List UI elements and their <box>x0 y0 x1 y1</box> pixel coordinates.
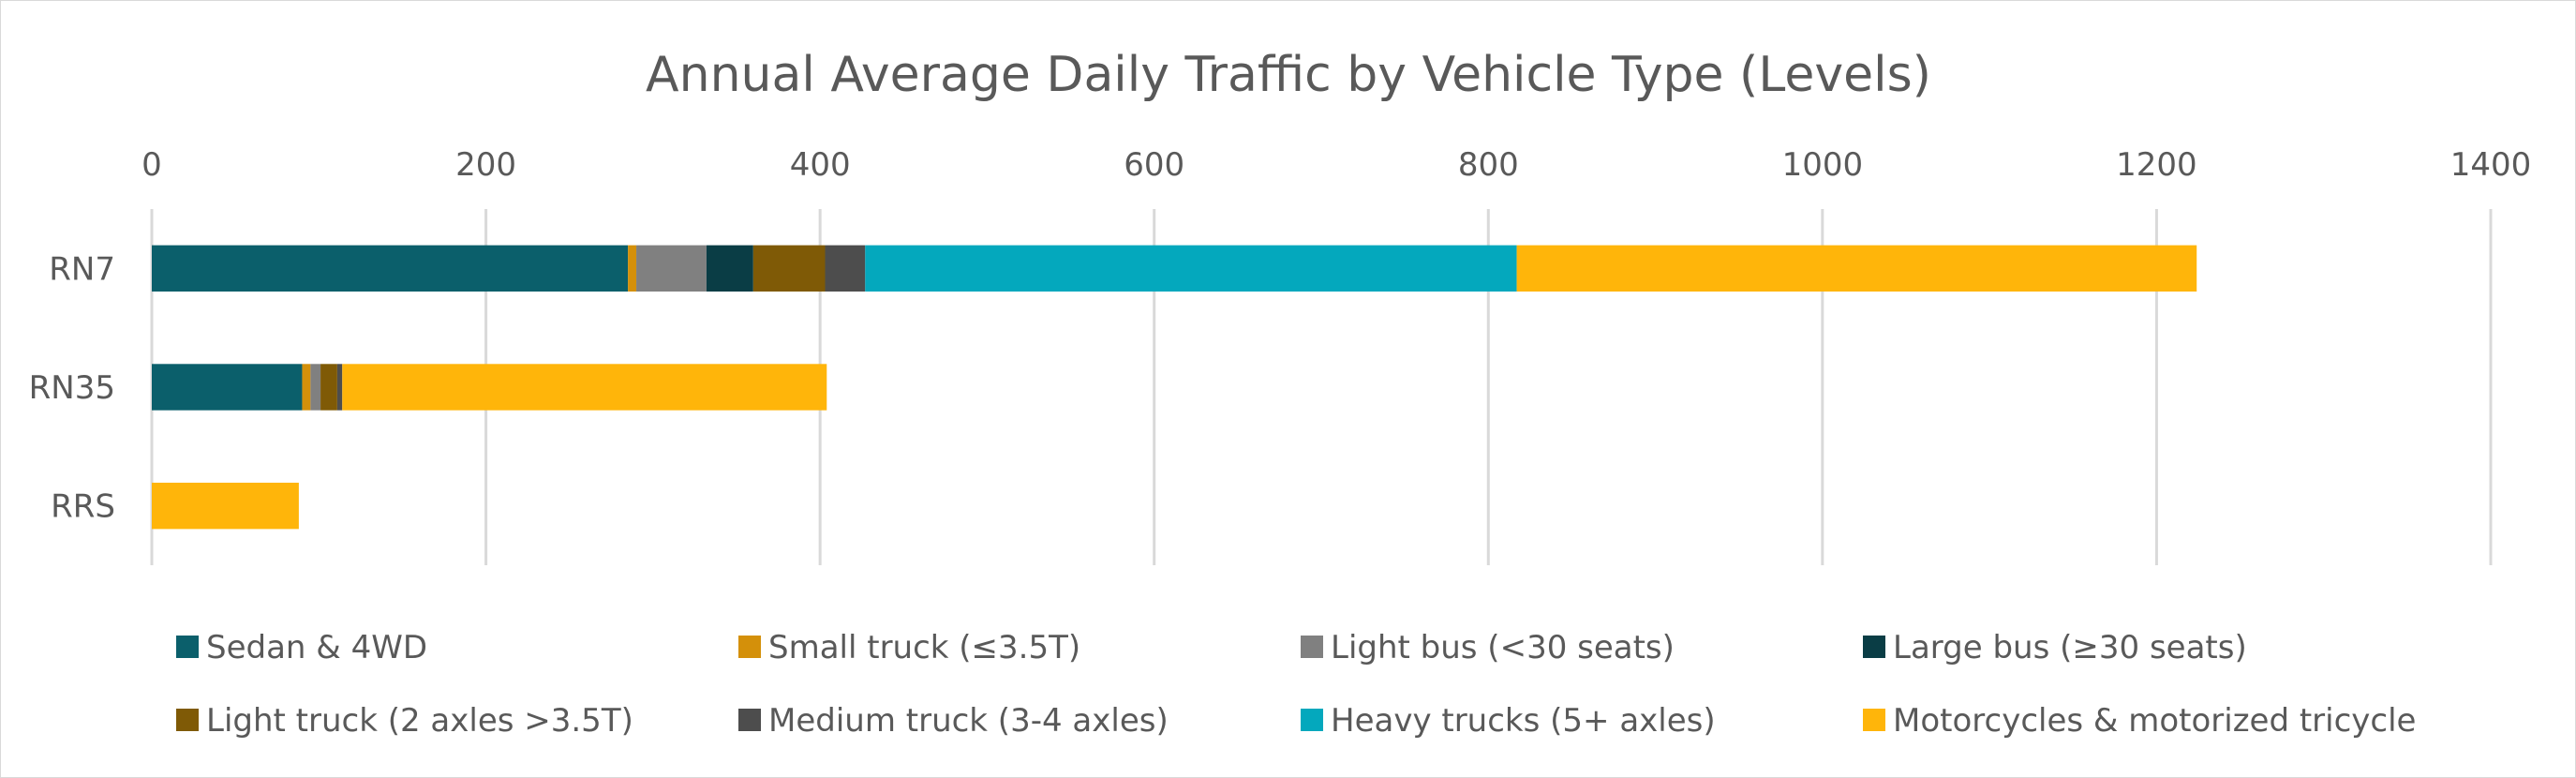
legend: Sedan & 4WD Small truck (≤3.5T) Light bus … <box>176 629 2416 740</box>
legend-label: Small truck (≤3.5T) <box>768 629 1080 666</box>
legend-swatch <box>738 636 761 658</box>
x-tick-label: 1000 <box>1782 146 1864 184</box>
legend-swatch <box>1863 709 1885 731</box>
bar-segment <box>628 245 637 292</box>
legend-label: Motorcycles & motorized tricycle <box>1893 702 2416 740</box>
legend-swatch <box>1301 709 1323 731</box>
bar-segment <box>152 245 629 292</box>
bar-segment <box>1516 245 2197 292</box>
bar-segment <box>310 364 321 411</box>
x-tick-label: 1400 <box>2450 146 2532 184</box>
bar-segment <box>152 364 303 411</box>
bar-segment <box>636 245 707 292</box>
legend-swatch <box>176 709 199 731</box>
bar-segment <box>825 245 866 292</box>
legend-label: Light truck (2 axles >3.5T) <box>206 702 633 740</box>
legend-swatch <box>176 636 199 658</box>
x-axis-tick-labels: 0 200 400 600 800 1000 1200 1400 <box>141 146 2531 184</box>
bar-segment <box>320 364 337 411</box>
bar-segment <box>336 364 343 411</box>
bar-segment <box>865 245 1517 292</box>
x-tick-label: 1200 <box>2116 146 2197 184</box>
legend-label: Medium truck (3-4 axles) <box>768 702 1169 740</box>
category-label: RRS <box>51 488 115 526</box>
bar-segment <box>302 364 311 411</box>
legend-swatch <box>1301 636 1323 658</box>
legend-label: Light bus (<30 seats) <box>1331 629 1675 666</box>
category-label: RN35 <box>29 369 115 407</box>
x-tick-label: 400 <box>790 146 851 184</box>
legend-label: Large bus (≥30 seats) <box>1893 629 2247 666</box>
legend-swatch <box>738 709 761 731</box>
bar-segment <box>342 364 827 411</box>
x-tick-label: 600 <box>1124 146 1184 184</box>
x-tick-label: 0 <box>141 146 162 184</box>
chart-title: Annual Average Daily Traffic by Vehicle … <box>646 47 1931 103</box>
bar-segment <box>152 482 299 530</box>
category-labels: RN7 RN35 RRS <box>29 250 115 525</box>
x-tick-label: 200 <box>455 146 516 184</box>
bars <box>152 245 2197 530</box>
legend-swatch <box>1863 636 1885 658</box>
bar-segment <box>752 245 826 292</box>
legend-label: Sedan & 4WD <box>206 629 427 666</box>
category-label: RN7 <box>49 250 115 288</box>
x-tick-label: 800 <box>1458 146 1519 184</box>
bar-segment <box>706 245 753 292</box>
legend-label: Heavy trucks (5+ axles) <box>1331 702 1716 740</box>
